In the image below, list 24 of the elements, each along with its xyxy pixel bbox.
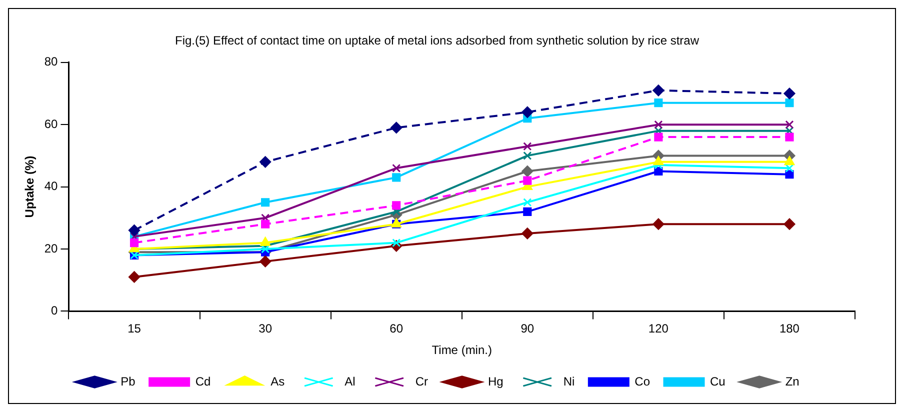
x-axis-title: Time (min.) bbox=[432, 343, 492, 358]
y-tick-label: 60 bbox=[44, 116, 58, 131]
y-tick-label: 0 bbox=[51, 304, 58, 318]
legend-label: Hg bbox=[488, 374, 504, 388]
x-tick-label: 30 bbox=[258, 322, 272, 336]
legend-label: Zn bbox=[785, 374, 800, 388]
x-tick-label: 60 bbox=[390, 322, 404, 336]
legend-label: Cu bbox=[710, 374, 726, 388]
x-tick-label: 90 bbox=[520, 322, 534, 336]
y-axis-title: Uptake (%) bbox=[22, 156, 37, 218]
legend-label: Co bbox=[634, 374, 650, 388]
y-tick-label: 40 bbox=[44, 179, 58, 194]
y-tick-label: 20 bbox=[44, 241, 58, 256]
legend-label: Cr bbox=[415, 374, 428, 388]
x-tick-label: 15 bbox=[128, 322, 142, 336]
x-tick-label: 180 bbox=[779, 322, 800, 336]
chart-title: Fig.(5) Effect of contact time on uptake of metal ions adsorbed from synthetic solution by rice straw bbox=[174, 34, 700, 48]
legend-label: Cd bbox=[195, 374, 211, 388]
y-tick-label: 80 bbox=[44, 54, 58, 69]
x-tick-label: 120 bbox=[648, 322, 669, 336]
legend-label: Ni bbox=[563, 374, 575, 388]
legend-label: As bbox=[270, 374, 285, 388]
legend-label: Pb bbox=[120, 374, 136, 388]
legend-label: Al bbox=[344, 374, 356, 388]
